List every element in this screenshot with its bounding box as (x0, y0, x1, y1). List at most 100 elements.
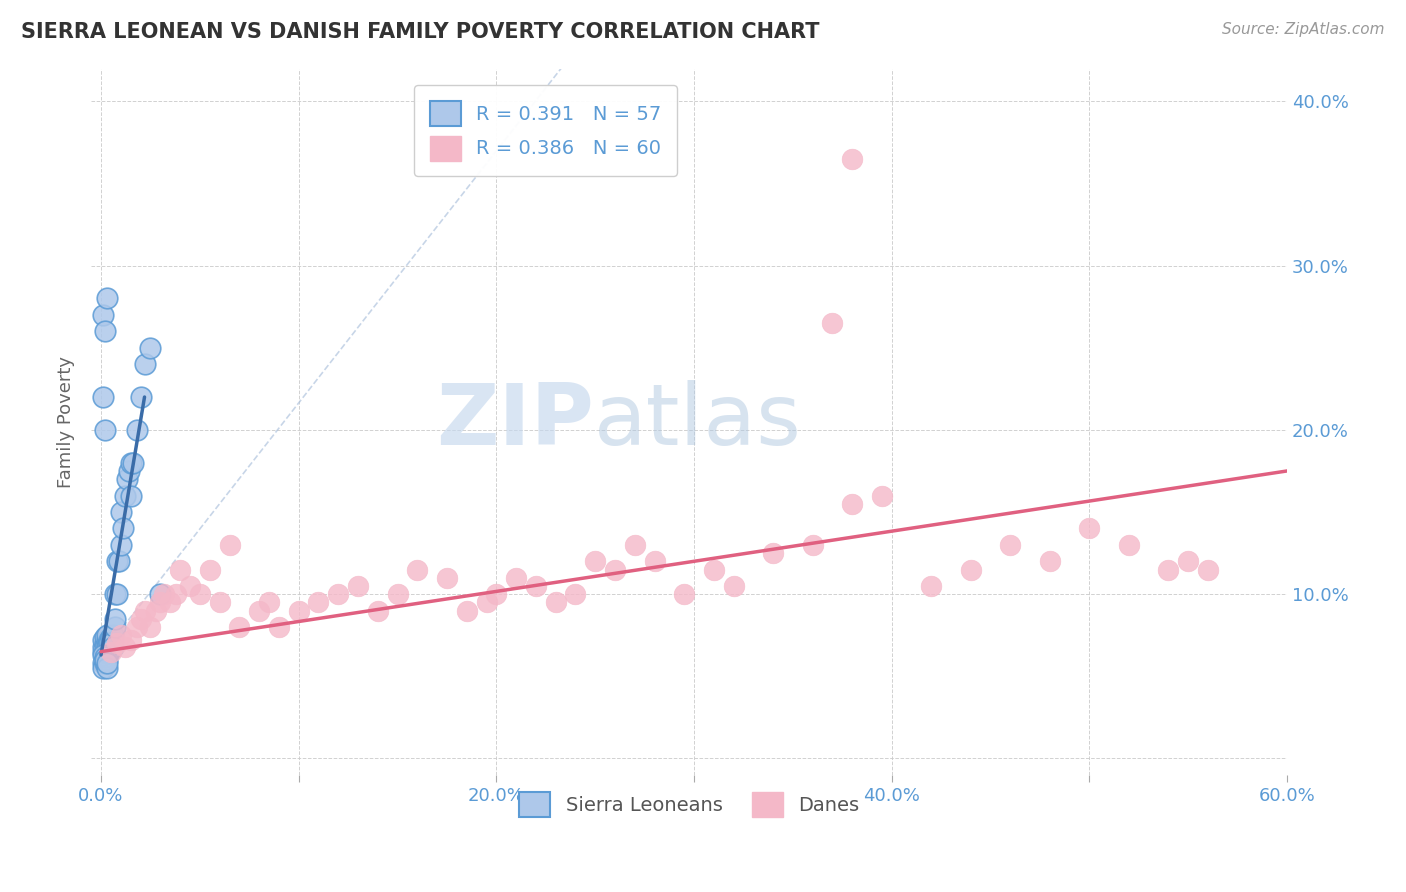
Point (100, 632, 122, 646)
Point (544, 595, 567, 609)
Point (475, 595, 498, 609)
Point (91, 648, 114, 662)
Point (120, 633, 142, 648)
Point (208, 595, 231, 609)
Point (114, 640, 136, 654)
Point (101, 634, 124, 648)
Point (841, 497, 863, 511)
Point (114, 489, 136, 503)
Point (104, 620, 127, 634)
Point (762, 546, 785, 560)
Point (91, 645, 114, 659)
Point (91, 640, 114, 654)
Point (153, 587, 176, 601)
Point (505, 571, 527, 585)
Point (110, 538, 132, 552)
Point (139, 341, 162, 355)
Point (703, 562, 725, 576)
Point (100, 636, 122, 650)
Point (1157, 562, 1180, 576)
Point (134, 357, 156, 371)
Point (328, 587, 350, 601)
Point (91, 656, 114, 670)
Point (308, 595, 330, 609)
Point (169, 562, 191, 576)
Point (94, 656, 117, 670)
Point (94, 423, 117, 437)
Point (96, 628, 118, 642)
Point (673, 587, 696, 601)
Point (159, 595, 181, 609)
Point (96, 645, 118, 659)
Point (644, 554, 666, 568)
Point (94, 636, 117, 650)
Point (100, 645, 122, 659)
Point (1177, 554, 1199, 568)
Point (94, 640, 117, 654)
Text: Source: ZipAtlas.com: Source: ZipAtlas.com (1222, 22, 1385, 37)
Point (1078, 521, 1101, 535)
Point (257, 595, 280, 609)
Y-axis label: Family Poverty: Family Poverty (58, 356, 75, 488)
Point (149, 587, 172, 601)
Point (97, 638, 120, 652)
Point (870, 489, 893, 503)
Point (218, 538, 240, 552)
Point (134, 603, 156, 617)
Point (97, 636, 120, 650)
Point (120, 456, 142, 470)
Point (367, 603, 389, 617)
Point (94, 649, 117, 664)
Point (104, 587, 127, 601)
Text: SIERRA LEONEAN VS DANISH FAMILY POVERTY CORRELATION CHART: SIERRA LEONEAN VS DANISH FAMILY POVERTY … (21, 22, 820, 42)
Point (110, 505, 132, 519)
Point (100, 630, 122, 644)
Point (120, 489, 142, 503)
Point (347, 579, 370, 593)
Point (96, 633, 118, 648)
Point (456, 603, 478, 617)
Point (125, 423, 148, 437)
Point (105, 636, 128, 650)
Point (91, 633, 114, 648)
Point (485, 587, 508, 601)
Point (101, 628, 124, 642)
Point (1118, 538, 1140, 552)
Point (96, 653, 118, 667)
Point (94, 324, 117, 338)
Point (801, 538, 824, 552)
Point (94, 630, 117, 644)
Point (121, 456, 143, 470)
Point (97, 633, 120, 648)
Point (920, 579, 942, 593)
Point (165, 587, 187, 601)
Point (228, 620, 250, 634)
Point (115, 472, 138, 486)
Point (96, 661, 118, 675)
Point (723, 579, 745, 593)
Point (118, 464, 141, 478)
Point (267, 620, 290, 634)
Text: ZIP: ZIP (436, 380, 593, 463)
Point (198, 562, 221, 576)
Point (287, 603, 309, 617)
Point (821, 316, 844, 330)
Point (105, 554, 128, 568)
Legend: Sierra Leoneans, Danes: Sierra Leoneans, Danes (512, 785, 868, 825)
Point (129, 390, 152, 404)
Point (1197, 562, 1219, 576)
Point (96, 292, 118, 306)
Point (247, 603, 270, 617)
Point (436, 571, 458, 585)
Point (959, 562, 981, 576)
Point (841, 152, 863, 166)
Point (94, 645, 117, 659)
Point (524, 579, 547, 593)
Point (91, 390, 114, 404)
Point (1000, 538, 1022, 552)
Point (108, 554, 131, 568)
Point (623, 538, 645, 552)
Point (100, 638, 122, 652)
Point (96, 638, 118, 652)
Point (406, 562, 429, 576)
